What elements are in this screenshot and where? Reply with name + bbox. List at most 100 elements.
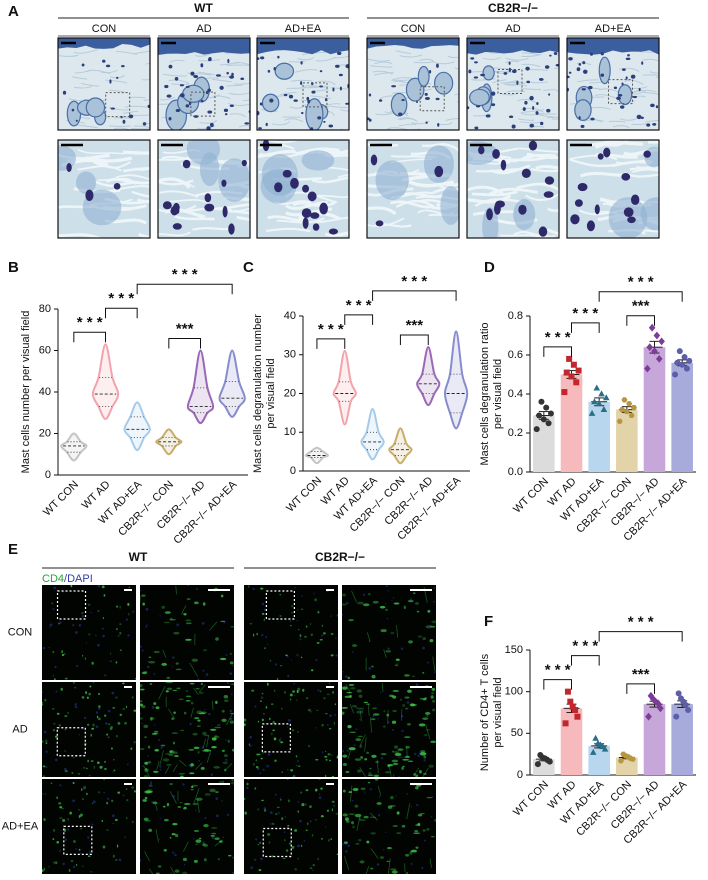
fiber bbox=[58, 233, 103, 238]
blob bbox=[423, 145, 454, 184]
cd4-signal bbox=[309, 622, 312, 626]
cd4-signal bbox=[315, 819, 317, 821]
cd4-signal bbox=[202, 649, 208, 652]
fiber bbox=[121, 135, 142, 138]
cd4-signal bbox=[112, 706, 116, 709]
cd4-signal bbox=[248, 585, 250, 588]
dapi-signal bbox=[416, 804, 419, 807]
dapi-signal bbox=[54, 665, 57, 669]
data-point bbox=[673, 713, 680, 720]
fiber bbox=[506, 90, 525, 93]
cd4-signal bbox=[307, 745, 311, 747]
cd4-signal bbox=[191, 658, 199, 662]
fiber bbox=[373, 72, 394, 76]
panel-label: D bbox=[484, 259, 495, 276]
nucleus bbox=[636, 114, 642, 120]
cd4-signal bbox=[342, 593, 346, 597]
cd4-signal bbox=[87, 759, 89, 763]
cd4-signal bbox=[133, 741, 136, 744]
fiber bbox=[192, 226, 235, 231]
fluor-bg bbox=[140, 779, 234, 874]
cd4-signal bbox=[285, 849, 289, 852]
column-label: CON bbox=[92, 23, 117, 35]
cd4-signal bbox=[279, 665, 283, 667]
dapi-signal bbox=[261, 602, 265, 606]
fiber bbox=[324, 103, 341, 106]
cd4-signal bbox=[415, 846, 419, 849]
cd4-signal bbox=[209, 728, 217, 731]
strand bbox=[159, 750, 164, 767]
data-point bbox=[573, 379, 580, 386]
strand bbox=[158, 686, 166, 700]
fiber bbox=[530, 167, 559, 173]
dapi-signal bbox=[204, 817, 207, 820]
cd4-signal bbox=[230, 712, 234, 715]
dapi-signal bbox=[230, 693, 233, 696]
data-point bbox=[674, 359, 681, 366]
data-point bbox=[533, 426, 540, 433]
data-point bbox=[657, 704, 664, 713]
cd4-signal bbox=[163, 818, 169, 822]
dapi-signal bbox=[246, 786, 249, 790]
nucleus bbox=[110, 107, 116, 110]
dapi-signal bbox=[347, 844, 351, 848]
cd4-signal bbox=[405, 872, 409, 874]
bar bbox=[588, 401, 610, 472]
dapi-signal bbox=[159, 765, 162, 768]
dapi-signal bbox=[140, 645, 142, 648]
dapi-signal bbox=[146, 624, 148, 626]
data-point bbox=[644, 364, 651, 373]
fiber bbox=[445, 117, 459, 121]
nucleus bbox=[345, 64, 349, 69]
follicle bbox=[182, 84, 205, 103]
dapi-signal bbox=[409, 598, 413, 601]
cd4-signal bbox=[384, 771, 391, 774]
cd4-signal bbox=[141, 705, 146, 709]
fiber bbox=[536, 113, 554, 118]
cd4-signal bbox=[412, 592, 416, 594]
dapi-signal bbox=[324, 826, 327, 828]
dapi-signal bbox=[101, 765, 104, 768]
cd4-signal bbox=[342, 706, 348, 709]
cd4-signal bbox=[295, 755, 298, 758]
cd4-signal bbox=[83, 785, 87, 789]
nucleus bbox=[437, 123, 440, 127]
cd4-signal bbox=[359, 819, 366, 822]
cd4-signal bbox=[430, 625, 436, 628]
dapi-signal bbox=[286, 768, 289, 771]
dapi-signal bbox=[176, 623, 179, 627]
micrograph bbox=[244, 585, 338, 680]
cd4-signal bbox=[396, 832, 402, 835]
dapi-signal bbox=[415, 683, 419, 687]
nucleus bbox=[524, 100, 528, 105]
cd4-signal bbox=[244, 718, 247, 722]
cd4-signal bbox=[405, 853, 410, 857]
dapi-signal bbox=[231, 856, 234, 859]
dapi-signal bbox=[344, 675, 348, 678]
cd4-signal bbox=[311, 833, 314, 837]
fluor-bg bbox=[140, 585, 234, 680]
nucleus bbox=[485, 114, 491, 118]
dapi-signal bbox=[122, 794, 125, 797]
dapi-signal bbox=[65, 838, 68, 841]
dapi-signal bbox=[383, 848, 385, 851]
cd4-signal bbox=[280, 741, 284, 744]
cd4-signal bbox=[260, 587, 264, 590]
nucleus bbox=[512, 69, 517, 74]
mast-cell bbox=[574, 199, 583, 207]
fiber bbox=[100, 69, 118, 74]
cd4-signal bbox=[351, 644, 358, 648]
cd4-signal bbox=[80, 827, 83, 830]
cd4-signal bbox=[98, 791, 101, 794]
cd4-signal bbox=[391, 870, 398, 874]
cd4-signal bbox=[392, 690, 399, 692]
fiber bbox=[608, 136, 622, 137]
nucleus bbox=[620, 105, 625, 109]
cd4-signal bbox=[300, 791, 303, 794]
fiber bbox=[642, 58, 659, 62]
nucleus bbox=[567, 75, 570, 79]
panel-label: E bbox=[8, 541, 18, 558]
significance-label: * * * bbox=[572, 638, 598, 655]
dapi-signal bbox=[378, 814, 381, 817]
cd4-signal bbox=[115, 696, 118, 699]
